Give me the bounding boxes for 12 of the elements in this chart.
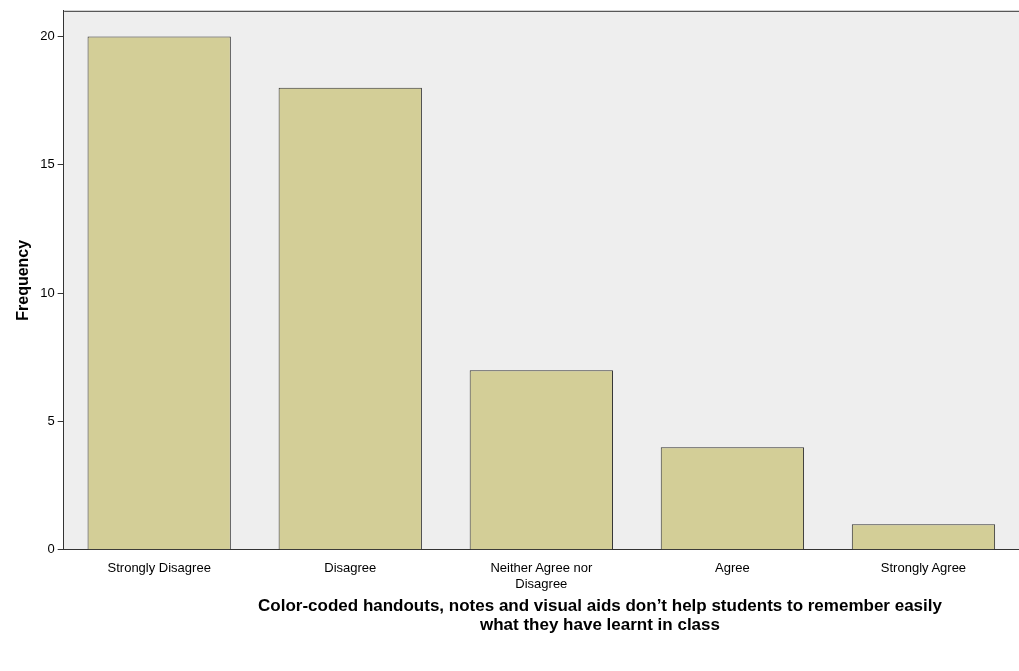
y-axis-title: Frequency bbox=[14, 239, 32, 321]
y-tick-label: 0 bbox=[47, 541, 55, 557]
x-tick-label: Strongly Disagree bbox=[107, 560, 211, 576]
x-tick-label: Strongly Agree bbox=[880, 560, 967, 576]
y-tick-label: 20 bbox=[40, 28, 55, 44]
y-tick-label: 15 bbox=[40, 156, 55, 172]
y-tick-label: 5 bbox=[47, 413, 55, 429]
x-tick-label: Agree bbox=[715, 560, 750, 576]
y-tick-label: 10 bbox=[40, 284, 55, 300]
x-tick-label: Neither Agree nor Disagree bbox=[490, 560, 593, 591]
x-axis-title: Color-coded handouts, notes and visual aids don’t help students to remember easily what they have learnt in class bbox=[257, 596, 943, 634]
x-tick-label: Disagree bbox=[324, 560, 377, 576]
